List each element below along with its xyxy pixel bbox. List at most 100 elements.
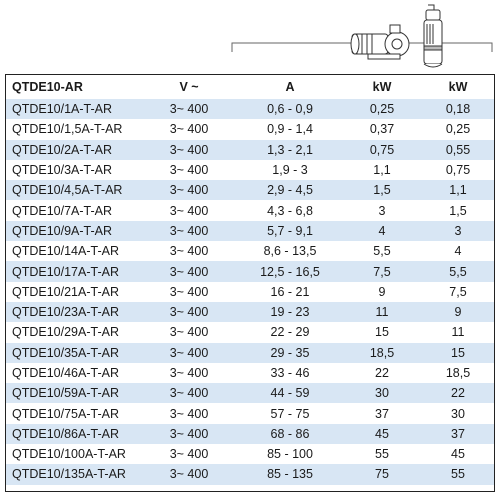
kw-cell-1: 0,37 (342, 119, 422, 140)
current-cell: 68 - 86 (238, 423, 342, 445)
model-cell: QTDE10/3A-T-AR (6, 159, 140, 181)
table-row: QTDE10/7A-T-AR 3~ 400 4,3 - 6,8 3 1,5 (6, 200, 494, 221)
model-cell: QTDE10/14A-T-AR (6, 241, 140, 262)
table-row: QTDE10/14A-T-AR 3~ 400 8,6 - 13,5 5,5 4 (6, 241, 494, 262)
current-cell: 12,5 - 16,5 (238, 261, 342, 282)
table-row: QTDE10/2A-T-AR 3~ 400 1,3 - 2,1 0,75 0,55 (6, 139, 494, 160)
model-cell: QTDE10/86A-T-AR (6, 423, 140, 445)
current-cell: 33 - 46 (238, 362, 342, 384)
voltage-cell: 3~ 400 (140, 200, 238, 221)
voltage-cell: 3~ 400 (140, 444, 238, 465)
voltage-cell: 3~ 400 (140, 464, 238, 485)
kw-cell-1: 4 (342, 220, 422, 242)
voltage-cell: 3~ 400 (140, 362, 238, 384)
model-cell: QTDE10/46A-T-AR (6, 362, 140, 384)
kw-cell-2: 1,1 (422, 180, 494, 201)
table-row: QTDE10/46A-T-AR 3~ 400 33 - 46 22 18,5 (6, 362, 494, 384)
table-row: QTDE10/75A-T-AR 3~ 400 57 - 75 37 30 (6, 403, 494, 424)
current-cell: 85 - 135 (238, 464, 342, 485)
current-cell: 44 - 59 (238, 383, 342, 404)
kw-cell-2: 37 (422, 423, 494, 445)
current-cell: 16 - 21 (238, 281, 342, 302)
kw-cell-2: 0,55 (422, 139, 494, 160)
specs-table-frame: QTDE10-AR V ~ A kW kW QTDE10/1A-T-AR 3~ 4… (5, 74, 495, 492)
model-cell: QTDE10/9A-T-AR (6, 220, 140, 242)
model-cell: QTDE10/17A-T-AR (6, 261, 140, 282)
kw-cell-2: 18,5 (422, 362, 494, 384)
voltage-cell: 3~ 400 (140, 139, 238, 160)
header-kw-1: kW (342, 75, 422, 99)
kw-cell-1: 45 (342, 423, 422, 445)
voltage-cell: 3~ 400 (140, 159, 238, 181)
header-current: A (238, 75, 342, 99)
kw-cell-1: 3 (342, 200, 422, 221)
voltage-cell: 3~ 400 (140, 281, 238, 302)
header-voltage: V ~ (140, 75, 238, 99)
header-kw-2: kW (422, 75, 494, 99)
voltage-cell: 3~ 400 (140, 403, 238, 424)
pump-illustrations (231, 4, 493, 68)
voltage-cell: 3~ 400 (140, 301, 238, 323)
kw-cell-1: 30 (342, 383, 422, 404)
current-cell: 0,6 - 0,9 (238, 99, 342, 120)
kw-cell-1: 1,1 (342, 159, 422, 181)
current-cell: 1,9 - 3 (238, 159, 342, 181)
table-row: QTDE10/135A-T-AR 3~ 400 85 - 135 75 55 (6, 464, 494, 485)
model-cell: QTDE10/7A-T-AR (6, 200, 140, 221)
table-row: QTDE10/59A-T-AR 3~ 400 44 - 59 30 22 (6, 383, 494, 404)
table-row: QTDE10/100A-T-AR 3~ 400 85 - 100 55 45 (6, 444, 494, 465)
current-cell: 5,7 - 9,1 (238, 220, 342, 242)
model-cell: QTDE10/135A-T-AR (6, 464, 140, 485)
kw-cell-2: 45 (422, 444, 494, 465)
voltage-cell: 3~ 400 (140, 383, 238, 404)
current-cell: 0,9 - 1,4 (238, 119, 342, 140)
kw-cell-2: 3 (422, 220, 494, 242)
header-model: QTDE10-AR (6, 75, 140, 99)
kw-cell-2: 0,75 (422, 159, 494, 181)
model-cell: QTDE10/21A-T-AR (6, 281, 140, 302)
voltage-cell: 3~ 400 (140, 220, 238, 242)
voltage-cell: 3~ 400 (140, 423, 238, 445)
voltage-cell: 3~ 400 (140, 119, 238, 140)
table-row: QTDE10/35A-T-AR 3~ 400 29 - 35 18,5 15 (6, 342, 494, 363)
voltage-cell: 3~ 400 (140, 342, 238, 363)
table-row: QTDE10/3A-T-AR 3~ 400 1,9 - 3 1,1 0,75 (6, 159, 494, 181)
kw-cell-2: 9 (422, 301, 494, 323)
model-cell: QTDE10/100A-T-AR (6, 444, 140, 465)
current-cell: 2,9 - 4,5 (238, 180, 342, 201)
kw-cell-2: 30 (422, 403, 494, 424)
current-cell: 1,3 - 2,1 (238, 139, 342, 160)
kw-cell-2: 15 (422, 342, 494, 363)
table-row: QTDE10/17A-T-AR 3~ 400 12,5 - 16,5 7,5 5,5 (6, 261, 494, 282)
current-cell: 19 - 23 (238, 301, 342, 323)
table-header-row: QTDE10-AR V ~ A kW kW (6, 75, 494, 99)
current-cell: 57 - 75 (238, 403, 342, 424)
model-cell: QTDE10/75A-T-AR (6, 403, 140, 424)
kw-cell-2: 0,18 (422, 99, 494, 120)
kw-cell-1: 11 (342, 301, 422, 323)
model-cell: QTDE10/35A-T-AR (6, 342, 140, 363)
kw-cell-2: 7,5 (422, 281, 494, 302)
kw-cell-2: 1,5 (422, 200, 494, 221)
kw-cell-2: 4 (422, 241, 494, 262)
kw-cell-1: 37 (342, 403, 422, 424)
kw-cell-1: 15 (342, 322, 422, 343)
kw-cell-2: 22 (422, 383, 494, 404)
model-cell: QTDE10/4,5A-T-AR (6, 180, 140, 201)
kw-cell-1: 1,5 (342, 180, 422, 201)
voltage-cell: 3~ 400 (140, 241, 238, 262)
kw-cell-2: 0,25 (422, 119, 494, 140)
model-cell: QTDE10/23A-T-AR (6, 301, 140, 323)
kw-cell-1: 7,5 (342, 261, 422, 282)
kw-cell-1: 55 (342, 444, 422, 465)
voltage-cell: 3~ 400 (140, 99, 238, 120)
kw-cell-1: 0,25 (342, 99, 422, 120)
model-cell: QTDE10/1,5A-T-AR (6, 119, 140, 140)
kw-cell-1: 75 (342, 464, 422, 485)
table-row: QTDE10/4,5A-T-AR 3~ 400 2,9 - 4,5 1,5 1,1 (6, 180, 494, 201)
kw-cell-1: 9 (342, 281, 422, 302)
kw-cell-2: 5,5 (422, 261, 494, 282)
kw-cell-1: 0,75 (342, 139, 422, 160)
kw-cell-1: 5,5 (342, 241, 422, 262)
voltage-cell: 3~ 400 (140, 322, 238, 343)
